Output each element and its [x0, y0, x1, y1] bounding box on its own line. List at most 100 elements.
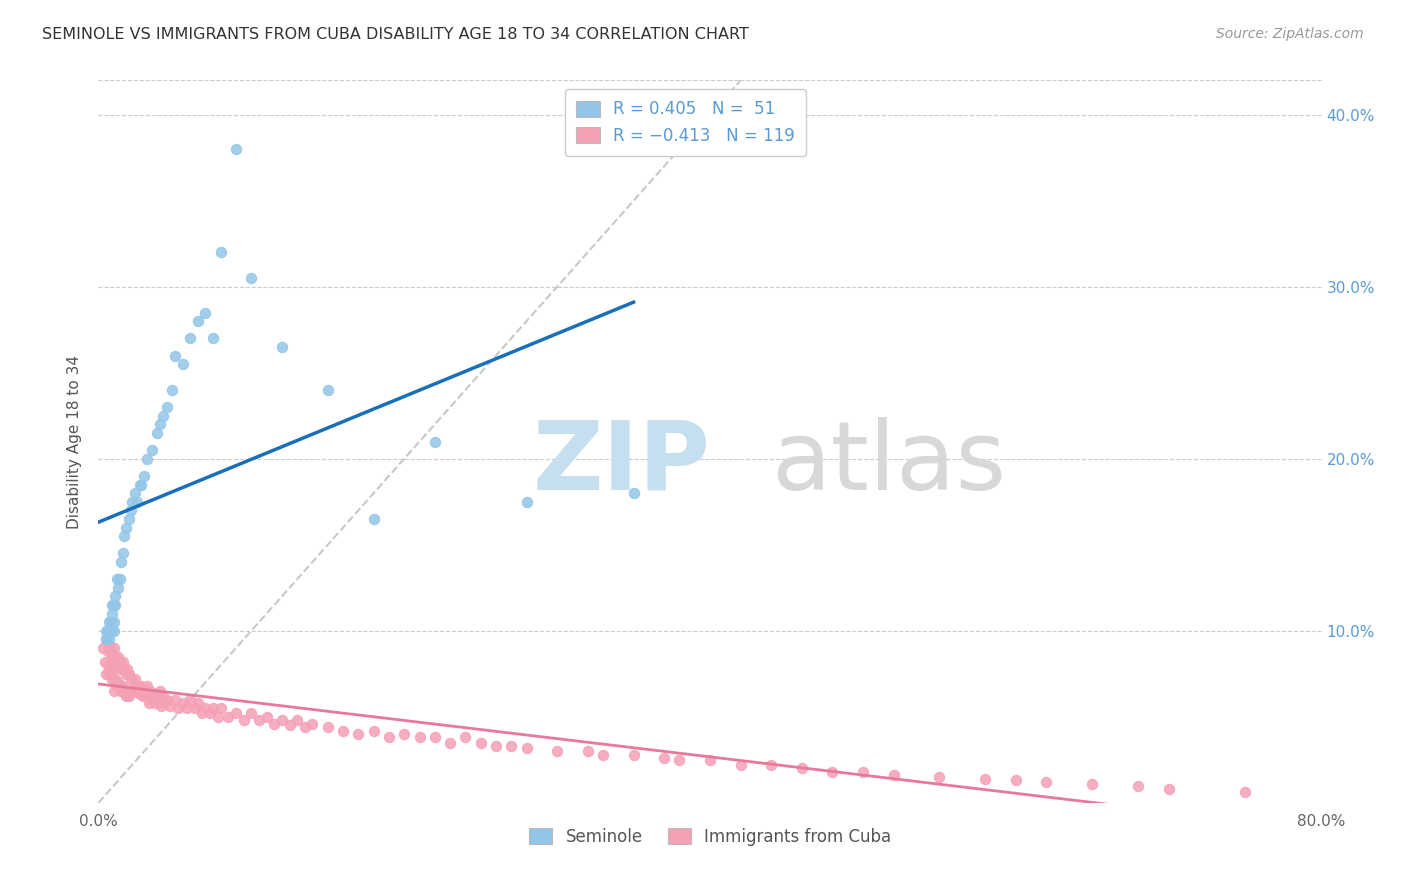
- Point: [202, 701, 225, 715]
- Point: [103, 684, 125, 698]
- Point: [392, 727, 416, 741]
- Point: [129, 477, 152, 491]
- Point: [285, 713, 308, 727]
- Point: [112, 684, 135, 698]
- Point: [101, 607, 124, 621]
- Point: [118, 666, 141, 681]
- Point: [163, 349, 186, 363]
- Point: [187, 696, 209, 710]
- Point: [240, 706, 263, 721]
- Point: [111, 655, 134, 669]
- Point: [152, 409, 174, 423]
- Point: [225, 706, 247, 721]
- Point: [98, 638, 121, 652]
- Point: [576, 744, 599, 758]
- Point: [136, 451, 159, 466]
- Point: [1004, 773, 1026, 788]
- Point: [100, 662, 122, 676]
- Point: [187, 314, 209, 328]
- Point: [98, 666, 121, 681]
- Point: [98, 615, 121, 630]
- Point: [108, 572, 131, 586]
- Point: [129, 679, 152, 693]
- Point: [207, 710, 229, 724]
- Point: [112, 529, 135, 543]
- Point: [141, 443, 163, 458]
- Point: [316, 383, 339, 397]
- Point: [93, 655, 115, 669]
- Point: [470, 735, 492, 749]
- Point: [107, 581, 129, 595]
- Point: [225, 142, 247, 156]
- Point: [103, 662, 125, 676]
- Point: [141, 692, 163, 706]
- Point: [184, 701, 207, 715]
- Point: [256, 710, 278, 724]
- Point: [194, 701, 217, 715]
- Point: [730, 758, 752, 772]
- Point: [516, 740, 538, 755]
- Point: [108, 679, 131, 693]
- Point: [1081, 777, 1104, 791]
- Point: [191, 706, 214, 721]
- Point: [110, 662, 132, 676]
- Point: [439, 735, 461, 749]
- Point: [1234, 785, 1257, 799]
- Point: [179, 692, 201, 706]
- Point: [202, 331, 225, 345]
- Point: [347, 727, 370, 741]
- Point: [501, 739, 523, 753]
- Point: [138, 696, 160, 710]
- Point: [149, 417, 172, 432]
- Point: [105, 572, 128, 586]
- Point: [153, 696, 176, 710]
- Point: [104, 649, 127, 664]
- Y-axis label: Disability Age 18 to 34: Disability Age 18 to 34: [66, 354, 82, 529]
- Point: [363, 512, 385, 526]
- Point: [454, 731, 477, 745]
- Point: [104, 590, 127, 604]
- Point: [117, 687, 139, 701]
- Point: [294, 720, 316, 734]
- Point: [97, 644, 120, 658]
- Text: atlas: atlas: [772, 417, 1007, 509]
- Point: [115, 520, 138, 534]
- Point: [423, 731, 446, 745]
- Point: [623, 486, 645, 500]
- Point: [156, 400, 179, 414]
- Point: [94, 632, 117, 647]
- Point: [142, 687, 165, 701]
- Point: [94, 632, 117, 647]
- Point: [423, 434, 446, 449]
- Point: [143, 696, 166, 710]
- Point: [132, 689, 155, 703]
- Point: [852, 764, 875, 779]
- Point: [104, 598, 127, 612]
- Point: [94, 666, 117, 681]
- Point: [1128, 779, 1150, 793]
- Point: [821, 764, 844, 779]
- Point: [928, 770, 950, 784]
- Point: [623, 747, 645, 762]
- Point: [790, 761, 813, 775]
- Point: [592, 747, 614, 762]
- Point: [316, 720, 339, 734]
- Point: [270, 340, 292, 354]
- Point: [232, 713, 254, 727]
- Point: [124, 486, 146, 500]
- Point: [125, 684, 148, 698]
- Point: [883, 768, 905, 782]
- Point: [115, 666, 138, 681]
- Point: [1035, 775, 1057, 789]
- Point: [163, 692, 186, 706]
- Point: [240, 271, 263, 285]
- Point: [111, 546, 134, 560]
- Point: [125, 494, 148, 508]
- Point: [136, 679, 159, 693]
- Point: [122, 679, 145, 693]
- Point: [145, 689, 167, 703]
- Point: [156, 692, 179, 706]
- Point: [145, 425, 167, 440]
- Point: [652, 751, 675, 765]
- Point: [100, 624, 122, 638]
